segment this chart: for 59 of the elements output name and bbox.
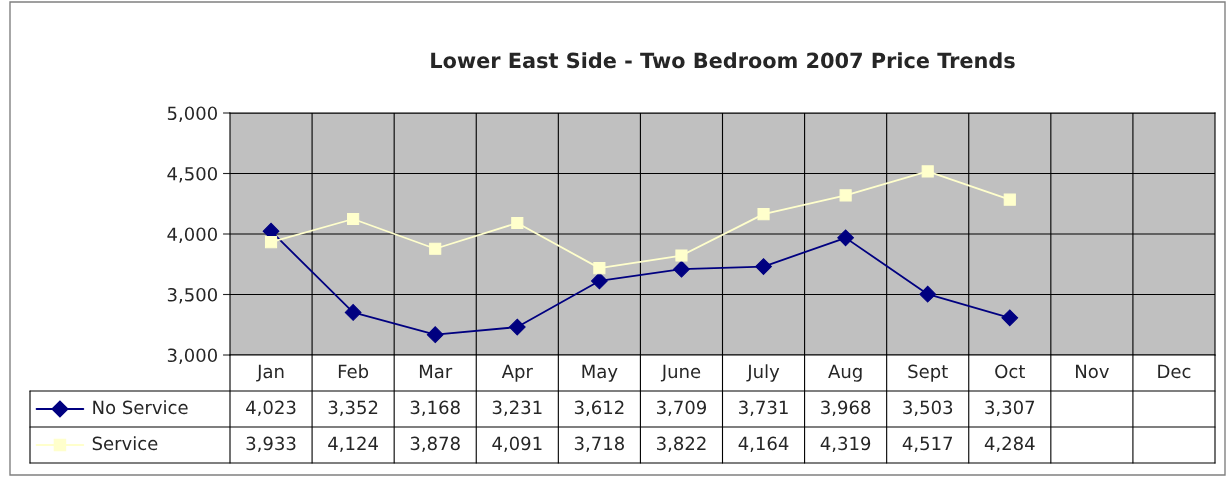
- data-label: 3,612: [574, 400, 624, 417]
- point: [673, 260, 690, 278]
- data-label: 3,731: [739, 400, 788, 417]
- data-label: 3,933: [246, 436, 296, 453]
- data-label: 4,164: [738, 436, 789, 453]
- point: [347, 212, 360, 226]
- x-tick-label: Dec: [1158, 364, 1191, 379]
- legend-label: No Service: [93, 400, 188, 415]
- point: [755, 258, 772, 275]
- y-tick-label: 5,000: [167, 106, 217, 122]
- data-label: 3,231: [492, 400, 542, 417]
- x-tick-label: July: [746, 364, 780, 382]
- point: [837, 229, 854, 247]
- point: [426, 326, 444, 344]
- data-label: 3,709: [656, 400, 707, 417]
- data-label: 4,023: [246, 400, 296, 417]
- data-label: 4,319: [820, 436, 871, 453]
- point: [921, 165, 934, 178]
- data-label: 3,822: [656, 436, 706, 453]
- y-tick-label: 3,500: [167, 287, 217, 304]
- point: [839, 189, 852, 202]
- data-label: 3,168: [410, 400, 460, 417]
- x-tick-label: Mar: [419, 364, 453, 379]
- point: [757, 208, 770, 221]
- data-label: 3,718: [574, 436, 624, 453]
- data-label: 3,968: [821, 400, 871, 417]
- point: [508, 318, 526, 336]
- x-tick-label: Sept: [908, 364, 948, 382]
- point: [1001, 309, 1019, 327]
- data-label: 3,352: [328, 400, 378, 417]
- x-tick-label: Feb: [338, 364, 369, 379]
- x-tick-label: Apr: [501, 364, 533, 382]
- y-tick-label: 4,500: [167, 166, 217, 183]
- x-tick-label: June: [660, 364, 701, 382]
- point: [593, 262, 606, 275]
- point: [591, 272, 608, 290]
- point: [511, 216, 524, 230]
- x-tick-label: Nov: [1076, 364, 1109, 379]
- x-tick-label: Aug: [828, 364, 862, 382]
- y-tick-label: 3,000: [167, 348, 217, 364]
- point: [264, 236, 278, 249]
- data-label: 3,503: [903, 400, 953, 417]
- data-label: 4,284: [984, 436, 1035, 453]
- x-tick-label: Jan: [256, 364, 284, 382]
- data-label: 4,124: [328, 436, 378, 453]
- point: [1003, 193, 1016, 206]
- data-label: 4,517: [902, 436, 953, 453]
- data-label: 3,878: [410, 436, 460, 453]
- data-label: 4,091: [492, 436, 542, 453]
- point: [429, 242, 442, 255]
- chart-title: Lower East Side - Two Bedroom 2007 Price Trends: [431, 52, 1015, 69]
- legend-label: Service: [92, 436, 158, 451]
- data-label: 3,307: [985, 400, 1035, 417]
- point: [344, 304, 362, 321]
- point: [919, 285, 937, 303]
- point: [675, 249, 688, 262]
- x-tick-label: May: [582, 364, 618, 382]
- y-tick-label: 4,000: [167, 227, 217, 243]
- x-tick-label: Oct: [995, 364, 1025, 379]
